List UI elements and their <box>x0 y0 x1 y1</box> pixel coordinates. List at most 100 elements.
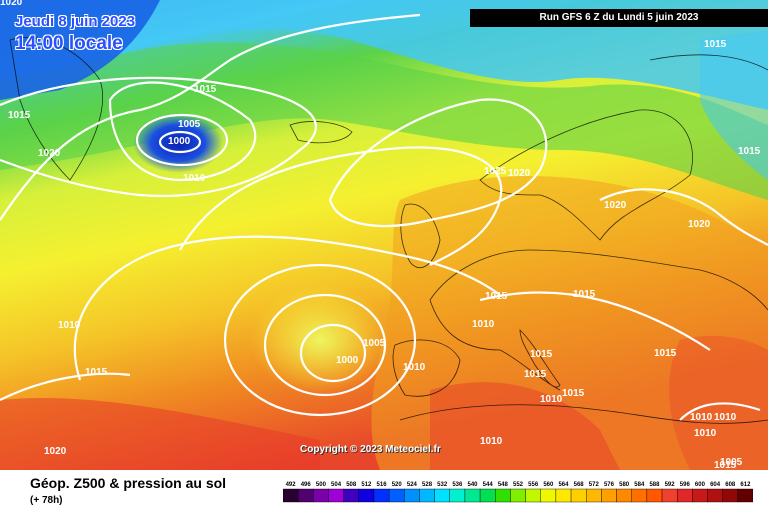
isobar-cutoff-1010 <box>223 263 417 417</box>
isobar-1025-high <box>328 98 548 228</box>
legend-tick-label: 552 <box>513 482 524 488</box>
isobar-label: 1010 <box>472 319 495 330</box>
isobar-1010-se <box>679 402 761 421</box>
legend-tick-label: 536 <box>452 482 463 488</box>
continental-europe-coast <box>429 249 768 391</box>
valid-date: Jeudi 8 juin 2023 <box>15 13 136 30</box>
isobar-label: 1000 <box>168 136 191 147</box>
isobar-label: 1010 <box>183 173 206 184</box>
legend-swatch <box>495 488 511 503</box>
greenland-coast <box>9 37 104 181</box>
lead-time: (+ 78h) <box>30 495 63 506</box>
isobar-labels: 1020 1015 1020 1015 1005 1000 1010 1025 … <box>0 0 761 470</box>
isobar-label: 1010 <box>480 436 503 447</box>
isobar-label: 1015 <box>85 367 108 378</box>
isobar-1020-central <box>179 146 503 266</box>
italy-coast <box>519 329 561 388</box>
isobar-label: 1005 <box>720 457 743 468</box>
legend-swatch <box>661 488 678 503</box>
isobar-1015-sw <box>0 372 131 401</box>
legend-tick-label: 544 <box>483 482 494 488</box>
isobar-label: 1020 <box>38 148 61 159</box>
isobar-label: 1015 <box>714 460 737 470</box>
legend-tick-label: 588 <box>649 482 660 488</box>
legend-tick-label: 556 <box>528 482 539 488</box>
legend-tick-label: 572 <box>589 482 600 488</box>
isobar-label: 1010 <box>540 394 563 405</box>
valid-time: 14:00 locale <box>15 33 123 54</box>
isobars <box>0 13 768 421</box>
cyan-zone-east <box>700 30 768 180</box>
legend-swatch <box>479 488 496 503</box>
scandinavia-coast <box>479 109 693 241</box>
legend-tick-label: 512 <box>361 482 372 488</box>
legend-tick-label: 580 <box>619 482 630 488</box>
isobar-label: 1015 <box>8 110 31 121</box>
isobar-1015-east <box>479 291 711 351</box>
legend-tick-label: 596 <box>680 482 691 488</box>
legend-tick-label: 516 <box>377 482 388 488</box>
legend-swatch <box>328 488 344 503</box>
legend-swatch <box>404 488 420 503</box>
isobar-label: 1015 <box>485 291 508 302</box>
isobar-label: 1020 <box>688 219 711 230</box>
legend-swatch <box>510 488 526 503</box>
green-zone-north <box>0 42 768 200</box>
legend-tick-label: 528 <box>422 482 433 488</box>
isobar-label: 1010 <box>58 320 81 331</box>
legend-swatch <box>692 488 708 503</box>
british-isles-coast <box>400 203 441 268</box>
legend-swatch <box>570 488 587 503</box>
legend-tick-label: 584 <box>634 482 645 488</box>
legend-swatch <box>419 488 435 503</box>
legend-swatch <box>555 488 572 503</box>
isobar-cutoff-1000 <box>299 323 367 383</box>
isobar-label: 1010 <box>690 412 713 423</box>
north-africa-coast <box>399 404 768 424</box>
legend-tick-label: 564 <box>558 482 569 488</box>
legend-swatch <box>707 488 723 503</box>
legend-tick-label: 560 <box>543 482 554 488</box>
legend-swatch <box>616 488 632 503</box>
legend-tick-label: 576 <box>604 482 615 488</box>
isobar-label: 1005 <box>363 338 386 349</box>
color-scale-legend: 492 496 500 504 508 512 516 520 524 528 532 536 540 5… <box>283 482 753 503</box>
legend-tick-label: 600 <box>695 482 706 488</box>
isobar-1020-east <box>599 188 768 246</box>
legend-tick-label: 504 <box>331 482 342 488</box>
legend-swatch <box>737 488 753 503</box>
isobar-1015-north <box>0 76 317 198</box>
isobar-label: 1010 <box>403 362 426 373</box>
isobar-1020-west <box>0 13 421 221</box>
legend-swatch <box>676 488 693 503</box>
isobar-label: 1020 <box>508 168 531 179</box>
legend-swatch <box>343 488 360 503</box>
isobar-label: 1015 <box>530 349 553 360</box>
legend-tick-label: 492 <box>286 482 297 488</box>
landmasses <box>9 37 768 424</box>
isobar-label: 1025 <box>484 166 507 177</box>
legend-swatch <box>313 488 329 503</box>
isobar-cutoff-1005 <box>263 293 387 397</box>
legend-swatch <box>464 488 481 503</box>
isobar-label: 1010 <box>694 428 717 439</box>
legend-swatch <box>358 488 375 503</box>
legend-tick-label: 496 <box>301 482 312 488</box>
parameter-title: Géop. Z500 & pression au sol <box>30 475 227 491</box>
legend-tick-label: 604 <box>710 482 721 488</box>
model-run-banner: Run GFS 6 Z du Lundi 5 juin 2023 <box>470 9 768 27</box>
legend-swatch <box>631 488 648 503</box>
isobar-label: 1010 <box>714 412 737 423</box>
cutoff-low-iberia <box>250 285 390 395</box>
legend-tick-label: 532 <box>437 482 448 488</box>
isobar-label: 1015 <box>562 388 585 399</box>
legend-tick-label: 508 <box>346 482 357 488</box>
isobar-label: 1020 <box>604 200 627 211</box>
legend-swatch <box>540 488 557 503</box>
legend-swatch <box>373 488 390 503</box>
legend-swatch <box>722 488 739 503</box>
legend-swatch <box>601 488 617 503</box>
russia-coast <box>649 54 768 71</box>
isobar-label: 1015 <box>738 146 761 157</box>
